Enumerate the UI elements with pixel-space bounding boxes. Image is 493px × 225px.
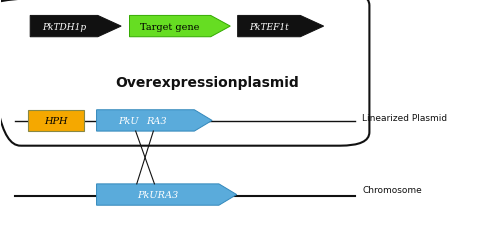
Text: Overexpressionplasmid: Overexpressionplasmid	[115, 75, 299, 89]
Text: PkURA3: PkURA3	[137, 190, 178, 199]
Polygon shape	[97, 110, 212, 131]
Text: Chromosome: Chromosome	[362, 185, 422, 194]
Bar	[28, 110, 84, 131]
Polygon shape	[238, 16, 324, 38]
Polygon shape	[130, 16, 230, 38]
Text: Linearized Plasmid: Linearized Plasmid	[362, 114, 447, 123]
Text: PkTDH1p: PkTDH1p	[42, 22, 86, 32]
Text: RA3: RA3	[146, 116, 167, 125]
Polygon shape	[30, 16, 121, 38]
Text: PkU: PkU	[119, 116, 139, 125]
Polygon shape	[97, 184, 237, 205]
Text: Target gene: Target gene	[141, 22, 200, 32]
Text: HPH: HPH	[44, 116, 68, 125]
Text: PkTEF1t: PkTEF1t	[249, 22, 289, 32]
